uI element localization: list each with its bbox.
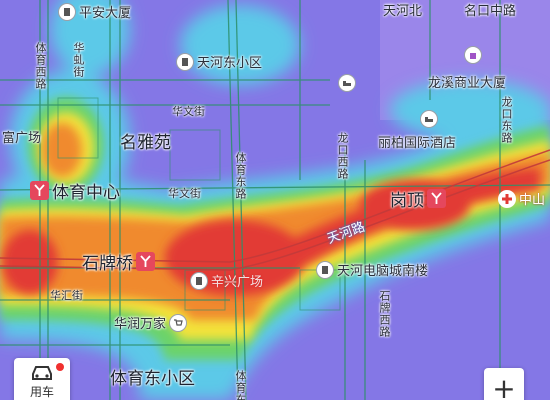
road-label-tiyu-xilu: 体育西路 bbox=[34, 42, 47, 90]
metro-icon bbox=[30, 181, 49, 200]
poi-gangding[interactable]: 岗顶 bbox=[390, 186, 446, 211]
car-service-label: 用车 bbox=[29, 385, 54, 399]
poi-label: 体育中心 bbox=[52, 183, 120, 203]
poi-liyuan-hotel[interactable]: 丽柏国际酒店 bbox=[378, 132, 456, 151]
poi-label: 中山 bbox=[519, 193, 546, 208]
shopping-bag-icon bbox=[464, 46, 482, 64]
poi-huarun-wanjia[interactable]: 华润万家 bbox=[114, 313, 188, 332]
hospital-cross-icon bbox=[498, 189, 516, 208]
road-label-huahui-jie: 华汇街 bbox=[50, 289, 83, 302]
road-label-huawen-jie-2: 华文街 bbox=[168, 187, 201, 200]
poi-tianhedong-xiaoqu[interactable]: 天河东小区 bbox=[176, 52, 262, 71]
poi-fuguang[interactable]: 富广场 bbox=[2, 127, 41, 146]
road-label-longkou-donglu: 龙口东路 bbox=[500, 96, 513, 144]
poi-tianhe-north[interactable]: 天河北 bbox=[383, 0, 422, 19]
poi-label: 天河电脑城南楼 bbox=[337, 264, 429, 279]
shopping-cart-icon bbox=[169, 313, 188, 332]
poi-zhongshan-hospital[interactable]: 中山 bbox=[498, 189, 545, 208]
poi-label: 石牌桥 bbox=[82, 254, 133, 274]
poi-label: 龙溪商业大厦 bbox=[428, 76, 507, 91]
poi-mingya-yuan[interactable]: 名雅苑 bbox=[120, 128, 171, 153]
hotel-icon-wrap[interactable] bbox=[338, 74, 356, 92]
metro-icon bbox=[427, 189, 446, 208]
poi-pingan-building[interactable]: 平安大厦 bbox=[58, 2, 131, 21]
building-icon bbox=[176, 52, 194, 71]
poi-tianhe-diannao[interactable]: 天河电脑城南楼 bbox=[316, 260, 428, 279]
road-label-tiyu-donglu: 体育东路 bbox=[234, 152, 247, 200]
poi-label: 体育东小区 bbox=[110, 369, 195, 389]
bed-icon bbox=[420, 110, 438, 128]
poi-longxi-mall-icon-wrap[interactable] bbox=[464, 46, 482, 64]
poi-tiyu-dong-xiaoqu[interactable]: 体育东小区 bbox=[110, 364, 195, 389]
road-label-shipai-xilu: 石牌西路 bbox=[378, 290, 391, 338]
bed-icon bbox=[338, 74, 356, 92]
building-icon bbox=[316, 260, 334, 279]
car-service-button[interactable]: 用车 bbox=[14, 358, 70, 400]
notification-dot bbox=[56, 363, 64, 371]
road-label-longkou-xilu: 龙口西路 bbox=[336, 132, 349, 180]
poi-label: 名雅苑 bbox=[120, 133, 171, 153]
road-label-huawen-jie: 华文街 bbox=[172, 105, 205, 118]
building-icon bbox=[190, 271, 208, 290]
poi-mingxin-guangchang[interactable]: 辛兴广场 bbox=[190, 271, 263, 290]
poi-label: 平安大厦 bbox=[79, 6, 132, 21]
poi-tiyu-zhongxin[interactable]: 体育中心 bbox=[30, 178, 120, 203]
poi-label: 富广场 bbox=[2, 131, 42, 146]
poi-label: 华润万家 bbox=[114, 317, 167, 332]
building-icon bbox=[58, 2, 76, 21]
poi-label: 天河北 bbox=[383, 4, 423, 19]
metro-icon bbox=[136, 252, 155, 271]
poi-label: 天河东小区 bbox=[197, 56, 263, 71]
poi-label: 名口中路 bbox=[464, 4, 517, 19]
hotel-icon-wrap-2[interactable] bbox=[420, 110, 438, 128]
car-icon bbox=[32, 366, 52, 380]
poi-label: 岗顶 bbox=[390, 191, 424, 211]
zoom-in-button[interactable]: + bbox=[484, 368, 524, 400]
poi-kouzhong[interactable]: 名口中路 bbox=[464, 0, 516, 19]
poi-label: 丽柏国际酒店 bbox=[378, 136, 457, 151]
road-label-huafu-jie: 华虬街 bbox=[72, 42, 85, 78]
road-label-tiyu-donglu-2: 体育东路 bbox=[234, 370, 247, 400]
poi-shipaiqiao[interactable]: 石牌桥 bbox=[82, 249, 155, 274]
poi-longxi-mall[interactable]: 龙溪商业大厦 bbox=[428, 72, 506, 91]
poi-label: 辛兴广场 bbox=[211, 275, 264, 290]
